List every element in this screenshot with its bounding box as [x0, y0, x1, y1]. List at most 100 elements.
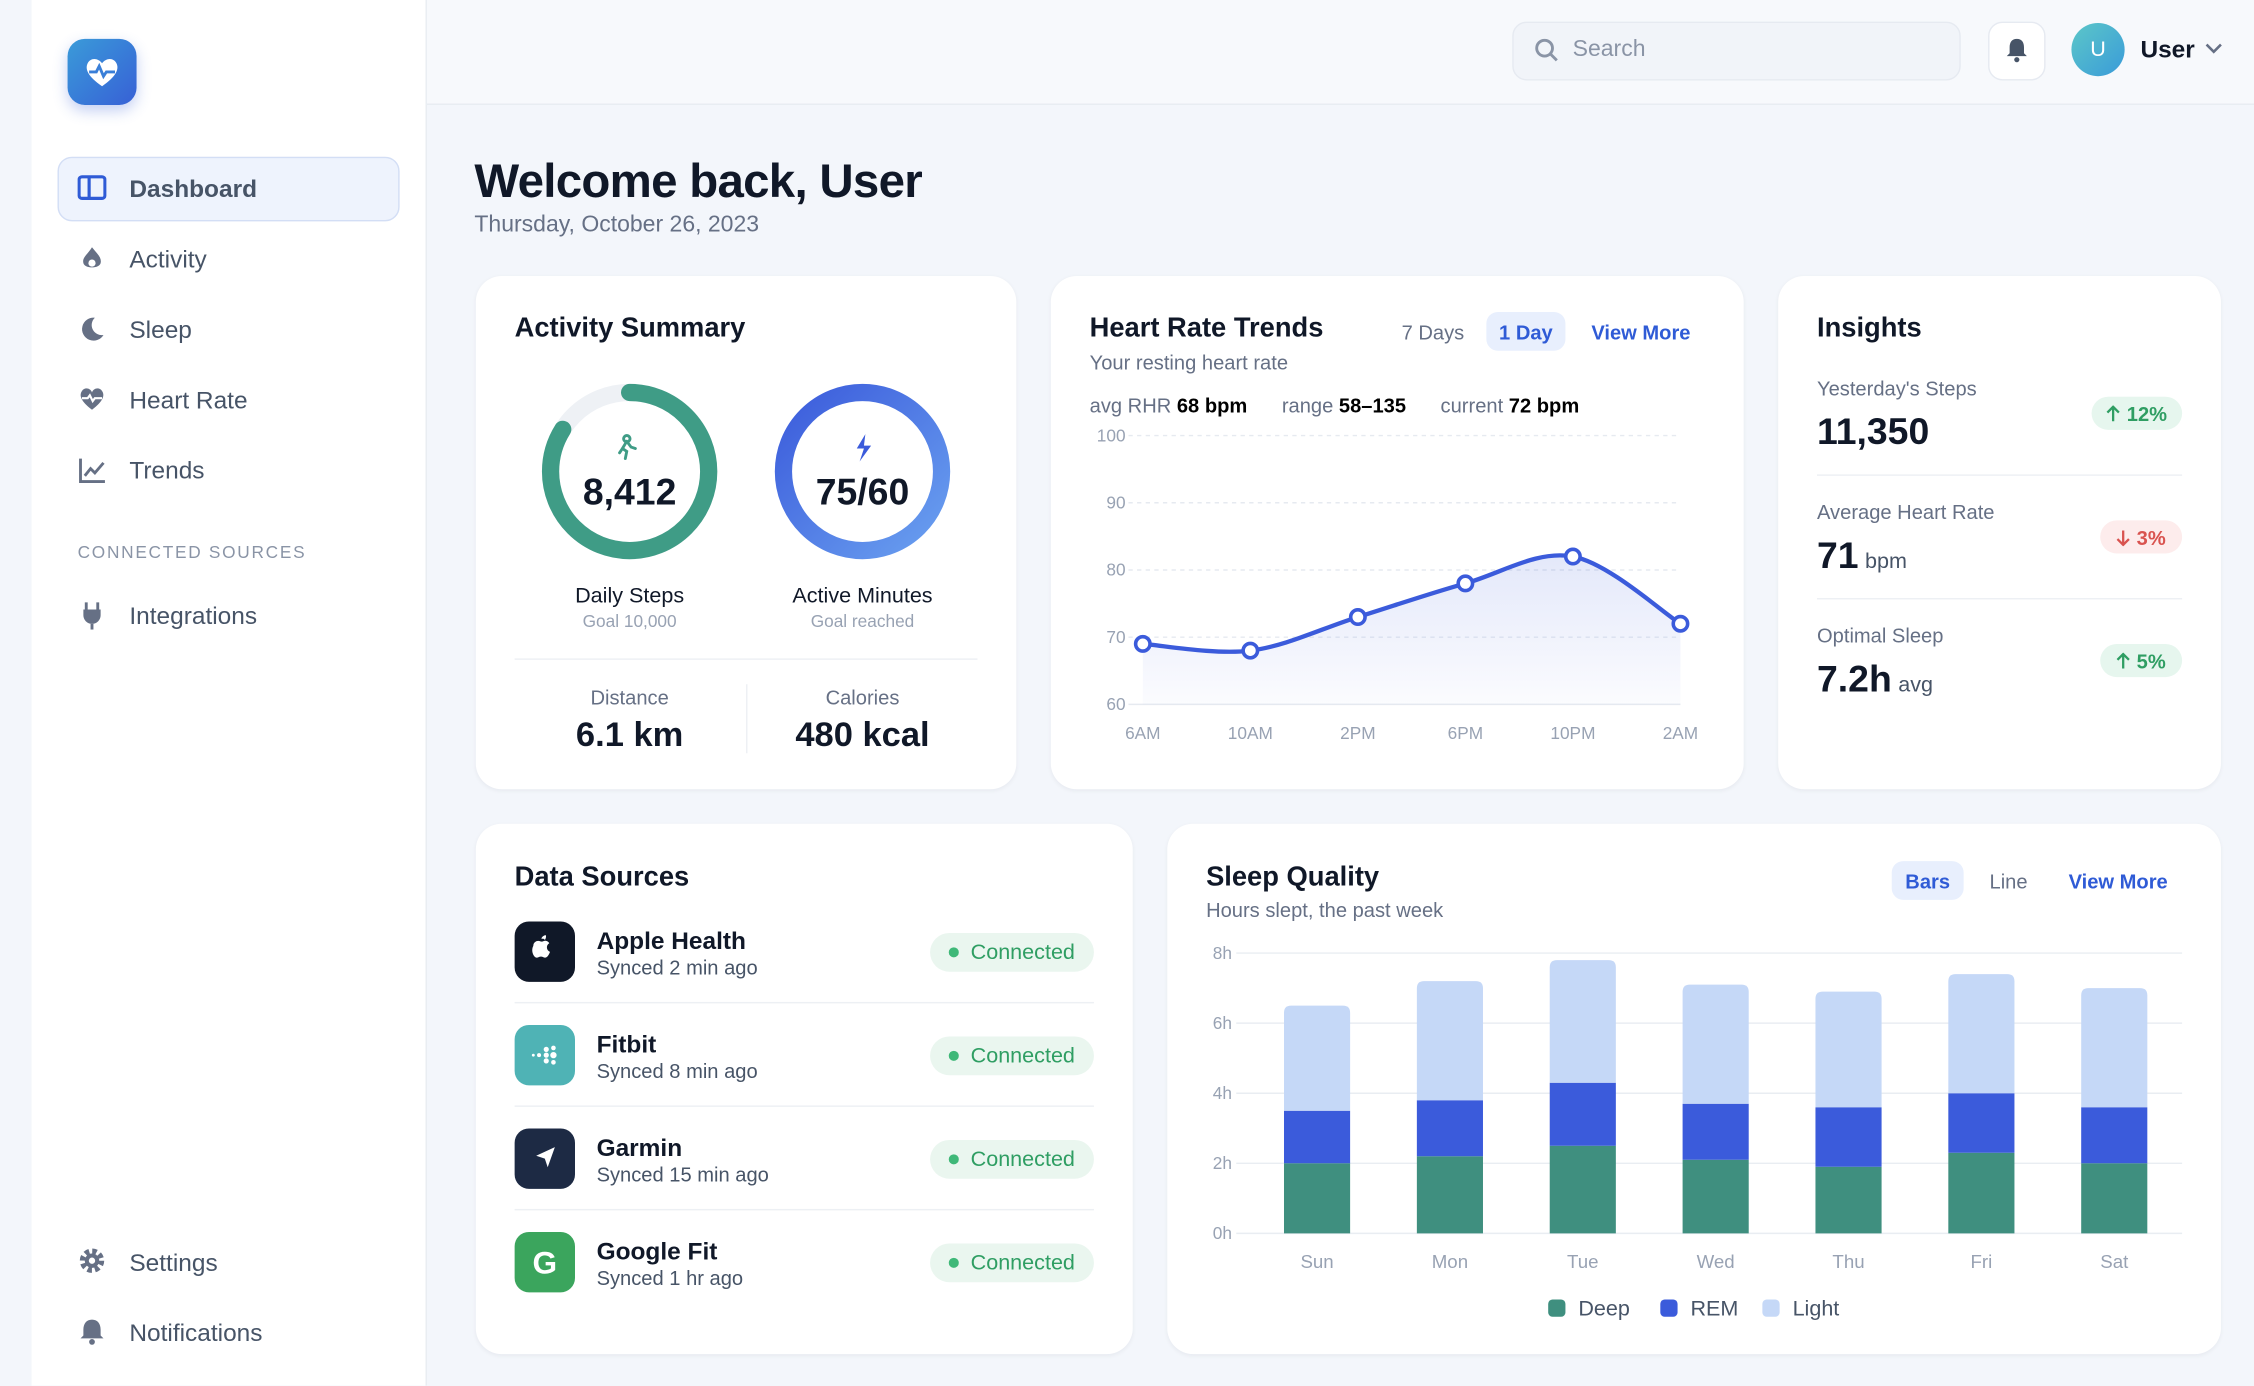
source-name: Google Fit — [596, 1237, 718, 1265]
card-title: Data Sources — [514, 862, 690, 893]
calories-label: Calories — [825, 685, 900, 709]
bar-segment — [2081, 988, 2148, 1108]
distance-value: 6.1 km — [575, 715, 684, 755]
x-tick-label: 10AM — [1228, 723, 1273, 743]
search-icon — [1535, 38, 1558, 62]
logo[interactable] — [67, 38, 137, 105]
bar-segment — [1283, 1110, 1351, 1164]
nav-icon — [80, 388, 104, 410]
bar-segment — [1549, 1145, 1616, 1234]
avatar[interactable]: U — [2071, 23, 2125, 77]
source-name: Fitbit — [596, 1030, 657, 1058]
nav-item[interactable]: Integrations — [129, 602, 258, 630]
bar-segment — [1416, 981, 1483, 1101]
stat-value: 58–135 — [1338, 393, 1407, 417]
status-badge: Connected — [930, 1036, 1094, 1076]
steps-goal: Goal 10,000 — [582, 610, 677, 632]
nav-item[interactable]: Trends — [129, 457, 205, 485]
bar-segment — [1948, 974, 2015, 1094]
change-badge: 5% — [2100, 644, 2183, 678]
y-tick-label: 100 — [1097, 425, 1126, 445]
tab[interactable]: 7 Days — [1401, 320, 1465, 344]
source-name: Apple Health — [596, 927, 746, 955]
tab[interactable]: Line — [1989, 869, 2028, 893]
y-tick-label: 6h — [1213, 1013, 1232, 1033]
status-text: Connected — [970, 1043, 1075, 1069]
minutes-label: Active Minutes — [792, 583, 933, 609]
rings — [541, 383, 951, 560]
nav-item[interactable]: Dashboard — [129, 175, 258, 203]
calories-value: 480 kcal — [795, 715, 930, 755]
divider — [1817, 598, 2183, 600]
chevron[interactable] — [2204, 42, 2224, 56]
source-synced: Synced 15 min ago — [596, 1162, 769, 1186]
nav-item[interactable]: Activity — [129, 245, 207, 274]
search-box[interactable] — [1512, 21, 1961, 81]
nav-active[interactable] — [57, 156, 400, 222]
divider — [514, 1001, 1094, 1004]
nav-item[interactable]: Sleep — [129, 316, 192, 344]
sidebar — [31, 0, 427, 1386]
insight-value: 11,350 — [1817, 409, 1930, 453]
x-tick-label: Sun — [1300, 1251, 1333, 1272]
stat-label: range — [1281, 393, 1334, 417]
bar-segment — [1948, 1093, 2015, 1153]
change-value: 5% — [2136, 649, 2166, 673]
nav-item[interactable]: Settings — [129, 1249, 218, 1277]
source-name: Garmin — [596, 1134, 683, 1162]
minutes-value: 75/60 — [815, 470, 910, 514]
legend-label: REM — [1691, 1295, 1739, 1320]
nav-item[interactable]: Heart Rate — [129, 386, 248, 414]
nav-icon — [83, 602, 101, 630]
header — [426, 0, 2254, 105]
bar-segment — [1682, 1103, 1749, 1160]
y-tick-label: 70 — [1106, 627, 1125, 647]
x-tick-label: 6AM — [1125, 723, 1160, 743]
legend-label: Deep — [1578, 1295, 1630, 1320]
bar-segment — [1283, 1163, 1351, 1234]
tab-active[interactable]: 1 Day — [1486, 311, 1566, 351]
user-name[interactable]: User — [2140, 35, 2195, 64]
nav-icon — [82, 317, 104, 341]
divider — [514, 1105, 1094, 1107]
point — [1456, 574, 1475, 593]
nav-icon — [79, 1248, 105, 1273]
status-dot — [949, 1257, 960, 1268]
steps-value: 8,412 — [582, 470, 677, 514]
source-synced: Synced 2 min ago — [596, 955, 758, 979]
view-more[interactable]: View More — [1591, 320, 1691, 344]
minutes-goal: Goal reached — [810, 610, 915, 632]
welcome-title: Welcome back, User — [474, 153, 922, 207]
line-area — [1142, 555, 1681, 705]
bell-button[interactable] — [1988, 21, 2046, 81]
insight-label: Optimal Sleep — [1817, 623, 1944, 647]
divider — [1817, 474, 2183, 476]
y-tick-label: 80 — [1106, 560, 1125, 580]
change-value: 3% — [2136, 525, 2166, 549]
nav-item[interactable]: Notifications — [129, 1319, 263, 1347]
stat-label: avg RHR — [1089, 393, 1172, 417]
view-more[interactable]: View More — [2068, 869, 2168, 893]
source-icon — [514, 1128, 575, 1189]
welcome-date: Thursday, October 26, 2023 — [474, 212, 760, 238]
bar-segment — [1815, 1107, 1882, 1167]
y-tick-label: 8h — [1213, 943, 1232, 963]
tab-active[interactable]: Bars — [1891, 861, 1964, 900]
insight-value: 7.2h — [1817, 656, 1892, 701]
divider — [746, 684, 748, 754]
divider — [514, 1208, 1094, 1211]
bar-segment — [1283, 1005, 1351, 1111]
bar-segment — [1549, 960, 1616, 1083]
x-tick-label: Mon — [1432, 1251, 1468, 1272]
bar-segment — [1815, 1166, 1882, 1234]
source-icon — [514, 921, 575, 982]
divider — [514, 658, 978, 660]
bar-segment — [1416, 1156, 1483, 1234]
insight-value-row: 7.2h avg — [1817, 660, 1933, 697]
hr-stats: avg RHR 68 bpm range 58–135 current 72 b… — [1090, 395, 1580, 415]
bar-segment — [1682, 1159, 1749, 1234]
point — [1671, 614, 1690, 633]
x-tick-label: 6PM — [1448, 723, 1483, 743]
